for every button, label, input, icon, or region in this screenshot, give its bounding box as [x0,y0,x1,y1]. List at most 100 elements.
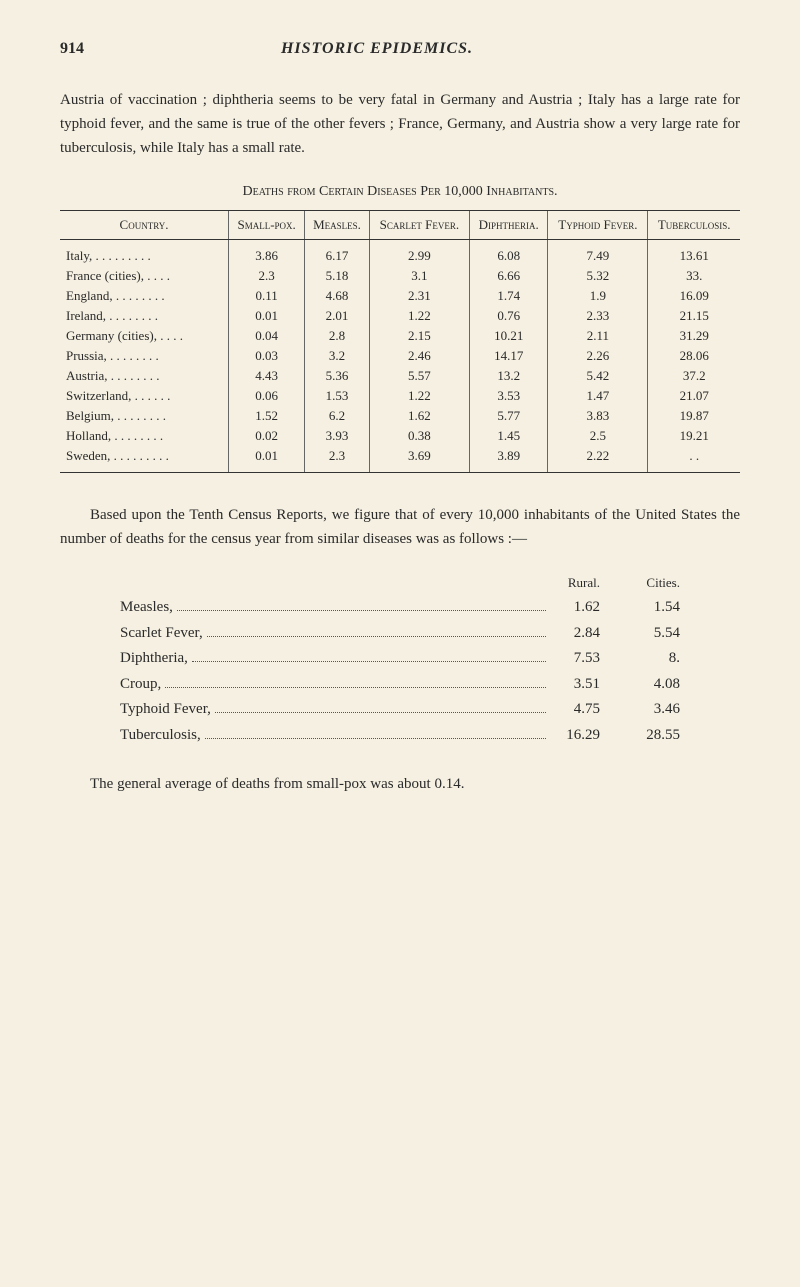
value-cell: 5.42 [548,366,648,386]
header-rural: Rural. [550,575,600,591]
dotted-leader [177,610,546,611]
list-item: Tuberculosis, 16.2928.55 [120,723,680,749]
value-cell: 0.01 [229,306,305,326]
col-diphtheria: Diphtheria. [470,211,548,240]
list-item: Typhoid Fever,4.753.46 [120,697,680,723]
value-cell: 5.36 [305,366,369,386]
value-cell: 2.22 [548,446,648,473]
rural-value: 2.84 [550,621,600,647]
value-cell: 7.49 [548,240,648,267]
intro-paragraph: Austria of vaccination ; diphtheria seem… [60,88,740,160]
value-cell: 3.93 [305,426,369,446]
country-cell: Prussia, . . . . . . . . [60,346,229,366]
page-header: 914 HISTORIC EPIDEMICS. [60,40,740,58]
value-cell: 1.53 [305,386,369,406]
rural-value: 7.53 [550,646,600,672]
header-cities: Cities. [600,575,680,591]
value-cell: 2.33 [548,306,648,326]
cities-value: 8. [600,646,680,672]
cities-value: 28.55 [600,723,680,749]
value-cell: 4.43 [229,366,305,386]
list-label: Tuberculosis, [120,723,201,749]
dotted-leader [165,687,546,688]
value-cell: 10.21 [470,326,548,346]
country-cell: Switzerland, . . . . . . [60,386,229,406]
value-cell: 1.74 [470,286,548,306]
list-label: Scarlet Fever, [120,621,203,647]
cities-value: 3.46 [600,697,680,723]
value-cell: . . [648,446,740,473]
value-cell: 2.26 [548,346,648,366]
list-label: Measles, [120,595,173,621]
value-cell: 1.9 [548,286,648,306]
value-cell: 2.31 [369,286,469,306]
rural-value: 3.51 [550,672,600,698]
value-cell: 3.1 [369,266,469,286]
value-cell: 2.15 [369,326,469,346]
list-item: Croup, 3.514.08 [120,672,680,698]
value-cell: 1.47 [548,386,648,406]
country-cell: Germany (cities), . . . . [60,326,229,346]
value-cell: 21.15 [648,306,740,326]
value-cell: 3.69 [369,446,469,473]
value-cell: 6.08 [470,240,548,267]
table-header-row: Country. Small-pox. Measles. Scarlet Fev… [60,211,740,240]
value-cell: 2.8 [305,326,369,346]
value-cell: 2.3 [305,446,369,473]
value-cell: 16.09 [648,286,740,306]
value-cell: 13.61 [648,240,740,267]
value-cell: 0.11 [229,286,305,306]
col-country: Country. [60,211,229,240]
list-item: Measles,1.621.54 [120,595,680,621]
country-cell: France (cities), . . . . [60,266,229,286]
country-cell: Italy, . . . . . . . . . [60,240,229,267]
table-row: Switzerland, . . . . . .0.061.531.223.53… [60,386,740,406]
cities-value: 4.08 [600,672,680,698]
table-row: Italy, . . . . . . . . .3.866.172.996.08… [60,240,740,267]
value-cell: 5.18 [305,266,369,286]
rural-value: 1.62 [550,595,600,621]
value-cell: 0.38 [369,426,469,446]
country-cell: Ireland, . . . . . . . . [60,306,229,326]
value-cell: 5.32 [548,266,648,286]
col-measles: Measles. [305,211,369,240]
value-cell: 2.99 [369,240,469,267]
value-cell: 37.2 [648,366,740,386]
value-cell: 3.83 [548,406,648,426]
value-cell: 2.11 [548,326,648,346]
dotted-leader [205,738,546,739]
value-cell: 0.76 [470,306,548,326]
country-cell: England, . . . . . . . . [60,286,229,306]
value-cell: 31.29 [648,326,740,346]
value-cell: 3.89 [470,446,548,473]
table-row: England, . . . . . . . .0.114.682.311.74… [60,286,740,306]
value-cell: 1.52 [229,406,305,426]
deaths-table: Country. Small-pox. Measles. Scarlet Fev… [60,210,740,473]
value-cell: 6.66 [470,266,548,286]
list-label: Diphtheria, [120,646,188,672]
value-cell: 3.2 [305,346,369,366]
rural-value: 16.29 [550,723,600,749]
country-cell: Belgium, . . . . . . . . [60,406,229,426]
value-cell: 2.5 [548,426,648,446]
value-cell: 0.04 [229,326,305,346]
dotted-leader [207,636,546,637]
value-cell: 6.2 [305,406,369,426]
value-cell: 33. [648,266,740,286]
page-number: 914 [60,40,84,58]
list-label: Croup, [120,672,161,698]
table-title: Deaths from Certain Diseases Per 10,000 … [60,184,740,200]
value-cell: 19.87 [648,406,740,426]
table-row: Holland, . . . . . . . .0.023.930.381.45… [60,426,740,446]
death-list: Rural. Cities. Measles,1.621.54Scarlet F… [120,575,680,748]
rural-value: 4.75 [550,697,600,723]
col-typhoid: Typhoid Fever. [548,211,648,240]
list-item: Diphtheria, 7.538. [120,646,680,672]
value-cell: 6.17 [305,240,369,267]
value-cell: 4.68 [305,286,369,306]
value-cell: 0.06 [229,386,305,406]
value-cell: 0.02 [229,426,305,446]
table-row: Germany (cities), . . . .0.042.82.1510.2… [60,326,740,346]
closing-paragraph: The general average of deaths from small… [60,772,740,796]
list-item: Scarlet Fever,2.845.54 [120,621,680,647]
